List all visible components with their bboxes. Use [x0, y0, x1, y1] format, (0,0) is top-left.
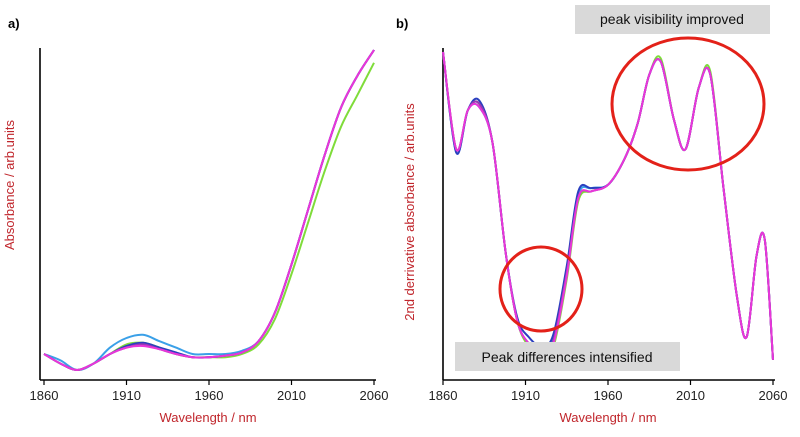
panel-a-y-title: Absorbance / arb.units	[2, 119, 17, 250]
panel-b-x-tick-label: 1860	[429, 388, 458, 403]
panel-b-y-title: 2nd derrivative absorbance / arb.units	[402, 103, 417, 321]
panel-a-label: a)	[8, 16, 20, 31]
panel-b-series-line-3	[442, 51, 774, 360]
panel-b-x-tick-label: 1960	[594, 388, 623, 403]
panel-b-ticks: 1860 1910 1960 2010 2060	[429, 380, 788, 403]
panel-b-series-line-4	[442, 51, 774, 360]
panel-a-series-line-3	[43, 49, 375, 371]
panel-a-series-line-2	[43, 62, 375, 371]
panel-a-x-tick-label: 1960	[195, 388, 224, 403]
panel-b-series	[442, 51, 774, 361]
panel-b-x-tick-label: 2010	[676, 388, 705, 403]
panel-a-x-tick-label: 1860	[30, 388, 59, 403]
panel-a-x-tick-label: 2060	[360, 388, 389, 403]
panel-a-x-tick-label: 1910	[112, 388, 141, 403]
highlight-ellipse-peaks	[610, 36, 766, 172]
panel-b-label: b)	[396, 16, 408, 31]
panel-a-x-title: Wavelength / nm	[159, 410, 256, 425]
panel-b-x-tick-label: 1910	[511, 388, 540, 403]
panel-a-ticks: 1860 1910 1960 2010 2060	[30, 380, 389, 403]
panel-a: a) 1860 1910 1960 2010 2060 Wavelength / nm …	[2, 16, 388, 425]
panel-a-series-line-1	[43, 49, 375, 372]
panel-a-series-line-4	[43, 49, 375, 371]
panel-b-series-line-1	[442, 51, 774, 360]
panel-b-x-tick-label: 2060	[759, 388, 788, 403]
panel-b-x-title: Wavelength / nm	[559, 410, 656, 425]
highlight-ellipse-minimum	[498, 245, 584, 333]
panel-b: b) 1860 1910 1960 2010 2060 peak visibility …	[396, 5, 787, 425]
panel-a-x-tick-label: 2010	[277, 388, 306, 403]
annotation-peak-visibility: peak visibility improved	[600, 11, 744, 27]
annotation-box-top	[575, 5, 770, 34]
annotation-peak-differences: Peak differences intensified	[482, 349, 653, 365]
panel-a-series	[43, 49, 375, 372]
panel-b-series-line-5	[442, 51, 774, 360]
annotation-box-bottom	[455, 342, 680, 371]
panel-a-series-line-5	[43, 49, 375, 371]
panel-b-series-line-2	[442, 51, 774, 361]
